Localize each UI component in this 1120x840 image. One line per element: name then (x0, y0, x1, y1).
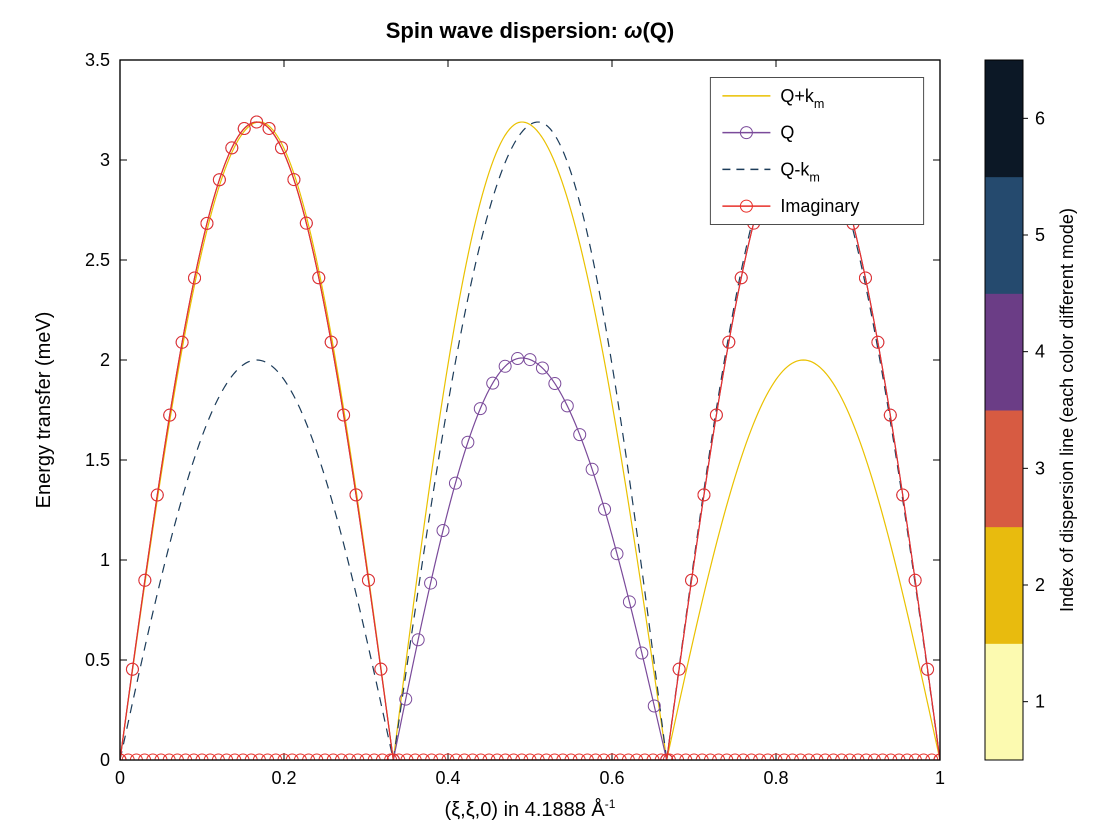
colorbar-tick-label: 3 (1035, 458, 1045, 478)
y-tick-label: 3.5 (85, 50, 110, 70)
y-tick-label: 3 (100, 150, 110, 170)
chart-title: Spin wave dispersion: ω(Q) (386, 18, 675, 43)
colorbar-segment (985, 60, 1023, 177)
legend-label-imag: Imaginary (780, 196, 859, 216)
colorbar-label: Index of dispersion line (each color dif… (1057, 208, 1077, 612)
y-tick-label: 0 (100, 750, 110, 770)
y-tick-label: 2.5 (85, 250, 110, 270)
colorbar-tick-label: 1 (1035, 692, 1045, 712)
colorbar-segment (985, 177, 1023, 294)
chart-root: 0 0.2 0.4 0.6 0.8 1 0 0.5 1 1.5 2 2.5 3 3.5 Spin wave … (0, 0, 1120, 840)
colorbar-tick-label: 6 (1035, 108, 1045, 128)
y-tick-label: 1 (100, 550, 110, 570)
colorbar-segment (985, 293, 1023, 410)
x-tick-label: 0 (115, 768, 125, 788)
x-tick-label: 1 (935, 768, 945, 788)
colorbar-segment (985, 527, 1023, 644)
x-tick-label: 0.6 (599, 768, 624, 788)
legend: Q+kmQQ-kmImaginary (710, 78, 923, 225)
colorbar-tick-label: 4 (1035, 342, 1045, 362)
colorbar-tick-label: 2 (1035, 575, 1045, 595)
x-tick-label: 0.4 (435, 768, 460, 788)
colorbar-tick-label: 5 (1035, 225, 1045, 245)
colorbar-segment (985, 643, 1023, 760)
y-tick-label: 0.5 (85, 650, 110, 670)
svg-text:Index of dispersion line (each: Index of dispersion line (each color dif… (1057, 208, 1077, 612)
y-tick-label: 2 (100, 350, 110, 370)
svg-text:Energy transfer (meV): Energy transfer (meV) (33, 312, 55, 509)
x-axis-label: (ξ,ξ,0) in 4.1888 Å-1 (445, 797, 616, 821)
colorbar: 1 2 3 4 5 6 Index of dispersion line (each col… (985, 60, 1077, 761)
chart-svg: 0 0.2 0.4 0.6 0.8 1 0 0.5 1 1.5 2 2.5 3 3.5 Spin wave … (0, 0, 1120, 840)
x-tick-label: 0.2 (271, 768, 296, 788)
x-tick-label: 0.8 (763, 768, 788, 788)
y-tick-label: 1.5 (85, 450, 110, 470)
y-axis-label: Energy transfer (meV) (33, 312, 55, 509)
legend-label-q: Q (780, 123, 794, 143)
colorbar-segment (985, 410, 1023, 527)
